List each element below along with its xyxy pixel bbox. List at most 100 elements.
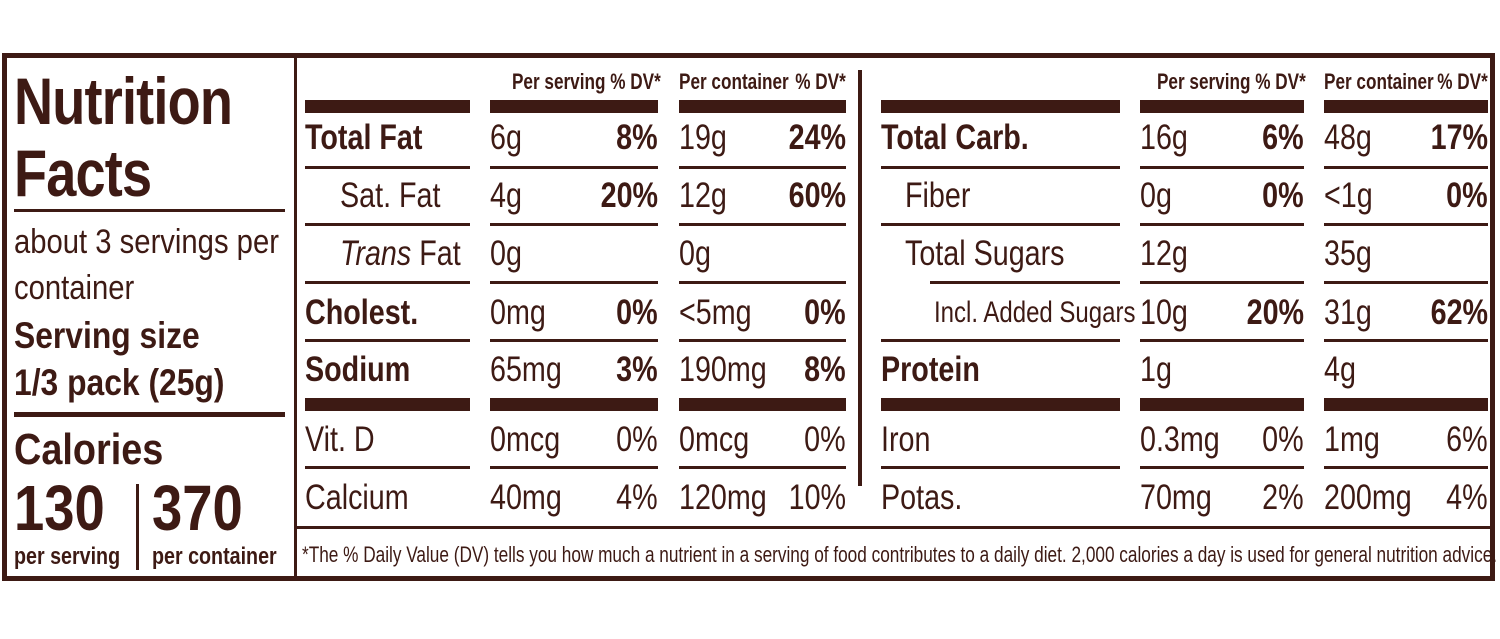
- nutrient-name: Incl. Added Sugars: [934, 296, 1136, 329]
- row-divider: [679, 223, 846, 226]
- container-amount: 12g: [679, 176, 727, 215]
- serving-dv: 0%: [1262, 420, 1304, 459]
- bar: [679, 100, 846, 113]
- serving-amount: 0.3mg: [1140, 420, 1220, 459]
- serving-dv: 20%: [600, 176, 658, 215]
- serving-size-label: Serving size: [14, 315, 200, 356]
- serving-dv: 4%: [616, 478, 658, 517]
- serving-amount: 0mg: [490, 293, 546, 332]
- nutrient-name: Sat. Fat: [340, 176, 441, 215]
- nutrient-name: Fiber: [905, 176, 971, 215]
- row-divider: [1324, 281, 1488, 284]
- container-dv: 60%: [788, 176, 846, 215]
- bar: [1324, 398, 1488, 411]
- bar: [881, 398, 1120, 411]
- per-serving-label: per serving: [14, 543, 121, 570]
- left-panel-separator: [294, 58, 297, 576]
- row-divider: [1324, 166, 1488, 169]
- divider-title: [14, 209, 285, 212]
- calories-per-container: 370: [152, 472, 243, 544]
- header-per-serving-right: Per serving % DV*: [1157, 69, 1306, 94]
- row-divider: [1140, 339, 1304, 342]
- bar: [679, 398, 846, 411]
- container-dv: 0%: [804, 420, 846, 459]
- bar: [1140, 398, 1304, 411]
- nutrient-name: Cholest.: [305, 293, 419, 332]
- row-divider: [1324, 466, 1488, 469]
- serving-amount: 0g: [490, 234, 522, 273]
- serving-amount: 65mg: [490, 350, 562, 389]
- container-amount: 31g: [1324, 293, 1372, 332]
- row-divider: [679, 166, 846, 169]
- container-amount: 19g: [679, 118, 727, 157]
- container-dv: 17%: [1430, 118, 1488, 157]
- nutrient-name: Vit. D: [305, 420, 375, 459]
- calories-label: Calories: [14, 425, 164, 474]
- center-separator: [858, 70, 862, 486]
- header-dv-right: % DV*: [1437, 69, 1488, 94]
- header-per-container-left: Per container: [679, 69, 789, 94]
- nutrient-name: Trans Fat: [340, 236, 461, 271]
- divider-serving: [14, 412, 285, 417]
- container-dv: 62%: [1430, 293, 1488, 332]
- nutrient-name: Protein: [881, 350, 980, 389]
- row-divider: [679, 339, 846, 342]
- row-divider: [679, 281, 846, 284]
- header-per-serving-left: Per serving % DV*: [512, 69, 661, 94]
- serving-dv: 3%: [616, 350, 658, 389]
- serving-amount: 6g: [490, 118, 522, 157]
- serving-amount: 12g: [1140, 234, 1188, 273]
- serving-amount: 40mg: [490, 478, 562, 517]
- container-amount: 35g: [1324, 234, 1372, 273]
- servings-line1: about 3 servings per: [14, 223, 279, 261]
- footnote-divider: [297, 526, 1490, 529]
- bar: [305, 398, 470, 411]
- serving-dv: 8%: [616, 118, 658, 157]
- container-amount: 0g: [679, 234, 711, 273]
- serving-dv: 20%: [1246, 293, 1304, 332]
- nutrient-name: Total Sugars: [905, 234, 1065, 273]
- container-amount: <5mg: [679, 293, 752, 332]
- serving-amount: 70mg: [1140, 478, 1212, 517]
- bar: [881, 100, 1120, 113]
- bar: [1140, 100, 1304, 113]
- serving-amount: 0g: [1140, 176, 1172, 215]
- serving-dv: 0%: [616, 293, 658, 332]
- row-divider: [1324, 339, 1488, 342]
- serving-amount: 1g: [1140, 350, 1172, 389]
- container-dv: 4%: [1446, 478, 1488, 517]
- footnote: *The % Daily Value (DV) tells you how mu…: [302, 542, 1498, 567]
- bar: [490, 398, 658, 411]
- bar: [490, 100, 658, 113]
- row-divider: [679, 466, 846, 469]
- row-divider: [881, 466, 1120, 469]
- row-divider: [490, 281, 658, 284]
- serving-amount: 0mcg: [490, 420, 561, 459]
- container-amount: 190mg: [679, 350, 767, 389]
- row-divider: [1140, 166, 1304, 169]
- container-amount: 4g: [1324, 350, 1356, 389]
- row-divider: [1140, 281, 1304, 284]
- container-amount: 1mg: [1324, 420, 1380, 459]
- bar: [1324, 100, 1488, 113]
- serving-amount: 16g: [1140, 118, 1188, 157]
- container-amount: 0mcg: [679, 420, 750, 459]
- servings-line2: container: [14, 269, 135, 307]
- row-divider: [490, 339, 658, 342]
- container-dv: 0%: [1446, 176, 1488, 215]
- serving-dv: 6%: [1262, 118, 1304, 157]
- row-divider: [1140, 223, 1304, 226]
- row-divider: [930, 281, 1120, 284]
- title-nutrition: Nutrition: [14, 64, 233, 138]
- container-amount: <1g: [1324, 176, 1373, 215]
- row-divider: [881, 339, 1120, 342]
- row-divider: [881, 223, 1120, 226]
- container-dv: 24%: [788, 118, 846, 157]
- trans-italic: Trans: [340, 234, 412, 273]
- row-divider: [305, 223, 470, 226]
- row-divider: [490, 166, 658, 169]
- serving-amount: 10g: [1140, 293, 1188, 332]
- serving-dv: 2%: [1262, 478, 1304, 517]
- title-facts: Facts: [14, 136, 152, 210]
- container-dv: 6%: [1446, 420, 1488, 459]
